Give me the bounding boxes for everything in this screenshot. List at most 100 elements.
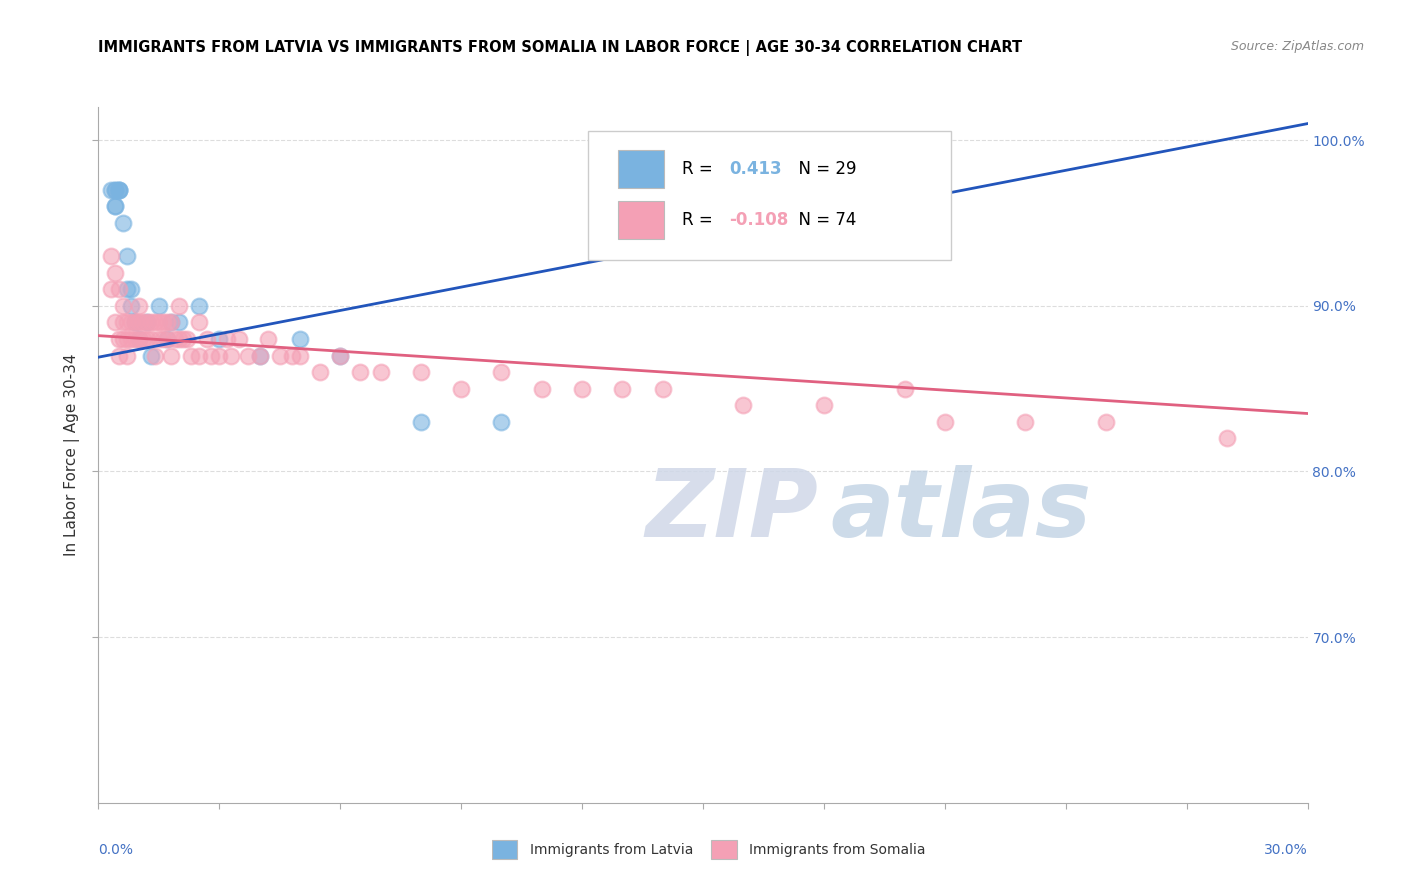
Point bbox=[100, 282, 122, 296]
Point bbox=[128, 299, 150, 313]
Point bbox=[160, 315, 183, 329]
Point bbox=[228, 332, 250, 346]
Point bbox=[148, 315, 170, 329]
Text: R =: R = bbox=[682, 160, 718, 178]
Point bbox=[1014, 415, 1036, 429]
Point bbox=[188, 349, 211, 363]
Point bbox=[128, 332, 150, 346]
Point bbox=[221, 349, 243, 363]
Point bbox=[236, 349, 259, 363]
Point bbox=[1095, 415, 1118, 429]
Point bbox=[156, 332, 179, 346]
Point bbox=[288, 332, 311, 346]
Point bbox=[103, 199, 125, 213]
Point bbox=[612, 382, 634, 396]
Point bbox=[893, 382, 915, 396]
Point bbox=[249, 349, 271, 363]
Point bbox=[132, 332, 155, 346]
Point bbox=[107, 183, 129, 197]
Bar bbox=[711, 840, 737, 858]
Point bbox=[349, 365, 371, 379]
Point bbox=[111, 299, 134, 313]
Point bbox=[120, 332, 142, 346]
Point bbox=[571, 382, 593, 396]
Point bbox=[370, 365, 392, 379]
Point bbox=[491, 365, 513, 379]
Point bbox=[115, 249, 138, 263]
Point bbox=[156, 315, 179, 329]
Point bbox=[217, 332, 239, 346]
Point bbox=[120, 282, 142, 296]
Text: Immigrants from Somalia: Immigrants from Somalia bbox=[749, 843, 927, 856]
Point bbox=[167, 315, 190, 329]
FancyBboxPatch shape bbox=[619, 201, 664, 239]
Text: IMMIGRANTS FROM LATVIA VS IMMIGRANTS FROM SOMALIA IN LABOR FORCE | AGE 30-34 COR: IMMIGRANTS FROM LATVIA VS IMMIGRANTS FRO… bbox=[98, 40, 1022, 56]
Point bbox=[135, 315, 157, 329]
FancyBboxPatch shape bbox=[588, 131, 950, 260]
Point bbox=[135, 332, 157, 346]
Point bbox=[163, 332, 186, 346]
Point bbox=[128, 332, 150, 346]
Point bbox=[148, 299, 170, 313]
Point bbox=[491, 415, 513, 429]
Point bbox=[409, 415, 432, 429]
Text: 0.0%: 0.0% bbox=[98, 843, 134, 857]
Text: atlas: atlas bbox=[830, 465, 1091, 557]
Point bbox=[148, 332, 170, 346]
Bar bbox=[492, 840, 517, 858]
Point bbox=[103, 183, 125, 197]
Y-axis label: In Labor Force | Age 30-34: In Labor Force | Age 30-34 bbox=[63, 353, 80, 557]
Point bbox=[139, 332, 162, 346]
Point bbox=[176, 332, 198, 346]
Point bbox=[111, 315, 134, 329]
Point bbox=[893, 183, 915, 197]
Point bbox=[111, 216, 134, 230]
Point bbox=[120, 315, 142, 329]
Text: Immigrants from Latvia: Immigrants from Latvia bbox=[530, 843, 693, 856]
Point bbox=[124, 315, 146, 329]
Point bbox=[450, 382, 472, 396]
Point bbox=[208, 332, 231, 346]
Point bbox=[269, 349, 291, 363]
Point bbox=[156, 332, 179, 346]
Point bbox=[120, 299, 142, 313]
Point bbox=[115, 282, 138, 296]
Point bbox=[124, 315, 146, 329]
Text: 30.0%: 30.0% bbox=[1264, 843, 1308, 857]
Point bbox=[115, 349, 138, 363]
Point bbox=[188, 299, 211, 313]
Point bbox=[530, 382, 553, 396]
Text: N = 74: N = 74 bbox=[787, 211, 856, 229]
Point bbox=[135, 315, 157, 329]
Point bbox=[143, 349, 166, 363]
Point bbox=[733, 398, 755, 412]
Point bbox=[329, 349, 352, 363]
Point bbox=[288, 349, 311, 363]
Point bbox=[103, 183, 125, 197]
Point bbox=[143, 315, 166, 329]
Point bbox=[107, 349, 129, 363]
Point bbox=[934, 415, 956, 429]
Point bbox=[813, 398, 835, 412]
Point bbox=[107, 183, 129, 197]
Point bbox=[1216, 431, 1239, 445]
Point bbox=[107, 282, 129, 296]
Text: N = 29: N = 29 bbox=[787, 160, 856, 178]
Point bbox=[208, 349, 231, 363]
Point bbox=[167, 299, 190, 313]
Point bbox=[409, 365, 432, 379]
Text: 0.413: 0.413 bbox=[730, 160, 782, 178]
Point bbox=[180, 349, 202, 363]
Text: R =: R = bbox=[682, 211, 718, 229]
Point bbox=[128, 315, 150, 329]
Point bbox=[195, 332, 218, 346]
Point bbox=[100, 249, 122, 263]
Text: Source: ZipAtlas.com: Source: ZipAtlas.com bbox=[1230, 40, 1364, 54]
Point bbox=[115, 332, 138, 346]
FancyBboxPatch shape bbox=[619, 150, 664, 188]
Point bbox=[651, 382, 673, 396]
Point bbox=[139, 349, 162, 363]
Point bbox=[103, 199, 125, 213]
Point bbox=[160, 349, 183, 363]
Point bbox=[309, 365, 332, 379]
